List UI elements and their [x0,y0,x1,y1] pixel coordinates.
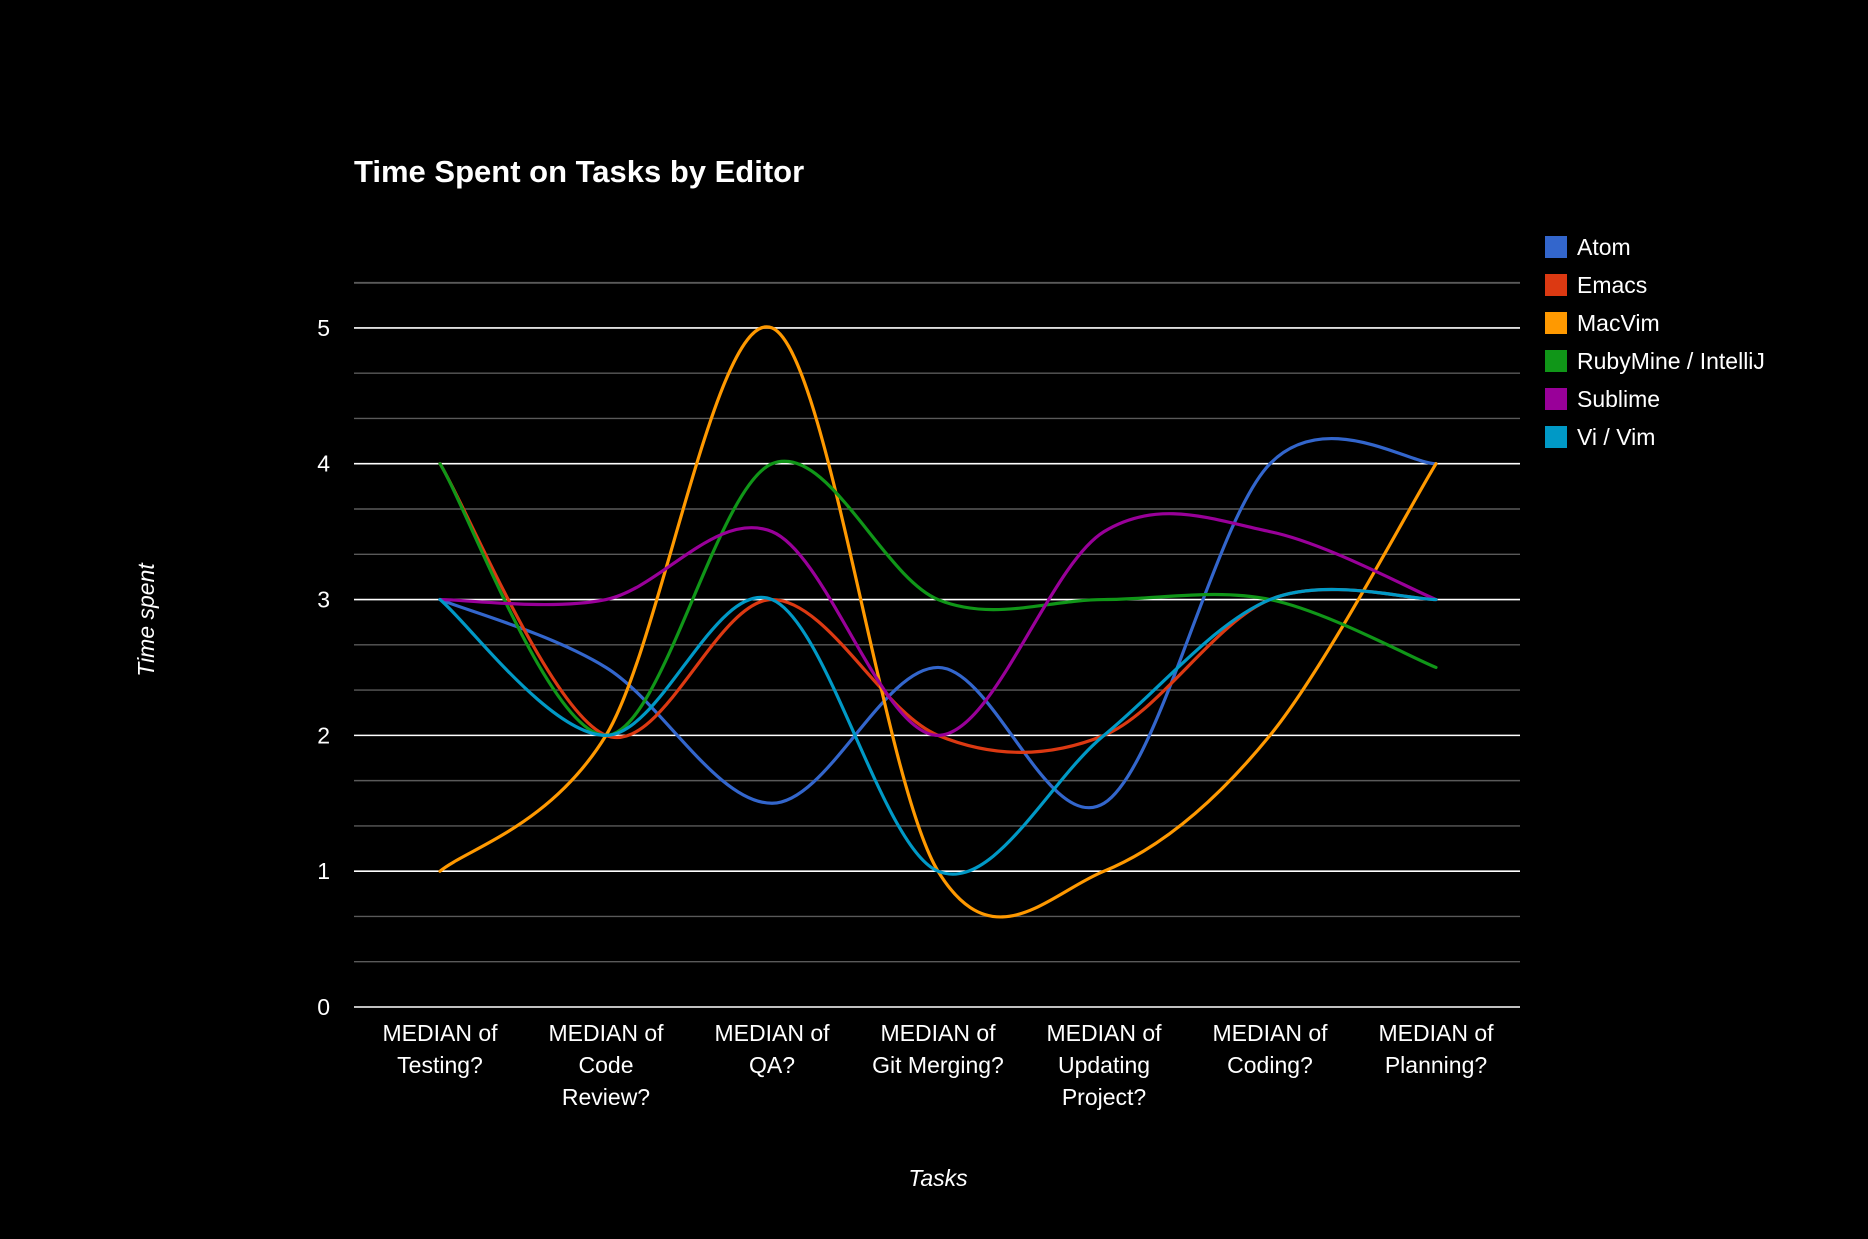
x-tick-label-line: MEDIAN of [1046,1020,1162,1046]
x-tick-label: MEDIAN of Testing? [382,1020,498,1078]
legend-swatch [1545,274,1567,296]
series-line-vi-vim [438,587,1438,876]
y-tick-label: 2 [317,722,330,748]
gridlines [354,281,1520,1008]
x-tick-label-line: Updating [1058,1052,1150,1078]
series-line-sublime [438,512,1438,737]
series-line-emacs [438,462,1438,754]
series-line-rubymine-intellij [438,459,1438,737]
y-tick-label: 1 [317,858,330,884]
x-tick-label: MEDIAN of Updating Project? [1046,1020,1162,1110]
x-tick-label-line: MEDIAN of [1212,1020,1328,1046]
y-tick-label: 4 [317,451,330,477]
y-tick-label: 5 [317,315,330,341]
x-tick-label-line: Planning? [1385,1052,1487,1078]
x-tick-label-line: Review? [562,1084,650,1110]
legend-label: RubyMine / IntelliJ [1577,348,1765,374]
legend-swatch [1545,426,1567,448]
chart-title: Time Spent on Tasks by Editor [354,154,804,189]
series-line-atom [438,436,1438,810]
legend-label: MacVim [1577,310,1660,336]
x-tick-label: MEDIAN of Planning? [1378,1020,1494,1078]
x-tick-label-line: Testing? [397,1052,483,1078]
x-tick-label-line: MEDIAN of [714,1020,830,1046]
y-tick-label: 3 [317,587,330,613]
legend-swatch [1545,350,1567,372]
x-tick-label: MEDIAN of QA? [714,1020,830,1078]
x-tick-label-line: QA? [749,1052,795,1078]
y-tick-label: 0 [317,994,330,1020]
x-tick-label-line: Project? [1062,1084,1146,1110]
x-tick-label-line: MEDIAN of [1378,1020,1494,1046]
legend-swatch [1545,312,1567,334]
y-axis-ticks: 0 1 2 3 4 5 [317,315,330,1020]
legend-label: Vi / Vim [1577,424,1655,450]
x-axis-title: Tasks [908,1165,968,1191]
series-lines [438,325,1438,919]
legend-label: Sublime [1577,386,1660,412]
x-tick-label: MEDIAN of Git Merging? [872,1020,1004,1078]
legend-swatch [1545,388,1567,410]
legend-label: Atom [1577,234,1631,260]
legend-label: Emacs [1577,272,1647,298]
x-tick-label-line: Git Merging? [872,1052,1004,1078]
x-tick-label-line: Coding? [1227,1052,1313,1078]
x-tick-label-line: MEDIAN of [548,1020,664,1046]
x-tick-label-line: MEDIAN of [382,1020,498,1046]
x-tick-label-line: Code [579,1052,634,1078]
legend[interactable]: Atom Emacs MacVim RubyMine / IntelliJ Sublim… [1545,234,1765,450]
legend-swatch [1545,236,1567,258]
y-axis-title: Time spent [133,562,159,677]
x-tick-label: MEDIAN of Coding? [1212,1020,1328,1078]
x-tick-label-line: MEDIAN of [880,1020,996,1046]
series-line-macvim [438,325,1438,919]
x-tick-label: MEDIAN of Code Review? [548,1020,664,1110]
x-axis-ticks: MEDIAN of Testing?MEDIAN of Code Review?MED… [382,1020,1494,1110]
